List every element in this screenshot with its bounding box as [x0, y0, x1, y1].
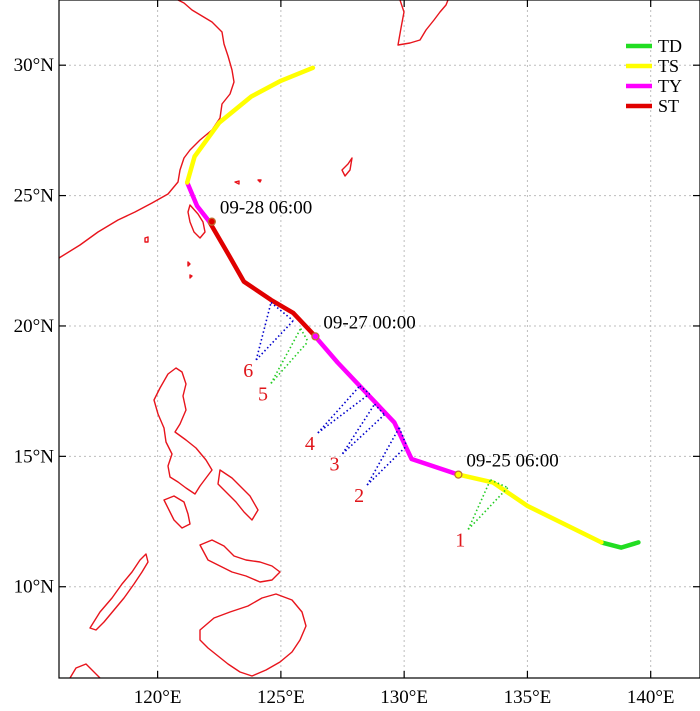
observation-fans: 1 234 56 [243, 301, 509, 551]
time-marker-label: 09-28 06:00 [220, 198, 312, 219]
observation-number: 4 [305, 433, 315, 455]
track-segment-ty [310, 331, 461, 477]
grid-lines [59, 0, 700, 678]
observation-arc [398, 427, 408, 447]
y-tick-label: 25°N [14, 186, 55, 207]
x-tick-label: 135°E [504, 687, 552, 708]
coast-bottom-left [69, 663, 101, 678]
observation-ray [270, 341, 309, 384]
coast-islet-a [234, 180, 240, 185]
y-tick-label: 30°N [14, 55, 55, 76]
plot-frame [58, 0, 700, 679]
observation-ray [366, 445, 408, 486]
coast-mindanao [199, 593, 307, 677]
track-segment-ty [184, 180, 212, 224]
time-marker-dot [454, 470, 463, 479]
coast-ryukyu-island [341, 157, 353, 177]
legend-label-ts: TS [658, 56, 679, 76]
coast-luzon [153, 367, 213, 495]
coast-samar [217, 469, 259, 521]
observation-number: 2 [354, 485, 364, 507]
coast-palawan [89, 553, 149, 631]
axis-ticks: 120°E 125°E 130°E 135°E 140°E 10°N 15°N 20°N 25°… [14, 0, 700, 708]
legend-label-st: ST [658, 96, 679, 116]
observation-arc [490, 479, 509, 489]
track-segment-ts [184, 65, 316, 185]
typhoon-track [184, 65, 641, 550]
observation-arc [299, 328, 309, 343]
y-tick-label: 15°N [14, 446, 55, 467]
observation-ray [366, 427, 400, 486]
legend-label-ty: TY [658, 76, 682, 96]
observation-ray [467, 487, 509, 530]
track-segment-ts [456, 472, 604, 545]
observation-number: 3 [330, 454, 340, 476]
x-tick-label: 140°E [627, 687, 675, 708]
observation-ray [317, 393, 371, 434]
coast-islet-b [257, 179, 262, 183]
x-tick-label: 120°E [134, 687, 182, 708]
track-segment-st [207, 219, 316, 337]
y-tick-label: 20°N [14, 316, 55, 337]
coast-penghu [144, 236, 149, 243]
coast-mindoro [163, 495, 191, 529]
coast-islet-c [187, 261, 193, 279]
time-markers: 09-25 06:00 09-27 00:00 09-28 06:00 [207, 198, 559, 479]
observation-ray [341, 403, 376, 455]
coast-taiwan [187, 204, 206, 239]
time-marker-dot [311, 332, 320, 341]
observation-ray [255, 302, 272, 361]
coast-visayas [199, 539, 281, 583]
time-marker-dot [207, 217, 217, 226]
observation-number: 6 [243, 360, 253, 382]
y-tick-label: 10°N [14, 577, 55, 598]
observation-number: 5 [258, 383, 268, 405]
coast-korea [397, 0, 449, 46]
observation-arc [270, 301, 294, 322]
observation-number: 1 [455, 529, 465, 551]
track-segment-td [599, 540, 641, 550]
x-tick-label: 130°E [380, 687, 428, 708]
time-marker-label: 09-25 06:00 [466, 451, 558, 472]
observation-ray [317, 385, 361, 434]
time-marker-label: 09-27 00:00 [323, 312, 415, 333]
x-tick-label: 125°E [257, 687, 305, 708]
legend-label-td: TD [658, 36, 682, 56]
observation-ray [341, 414, 385, 455]
observation-ray [255, 320, 294, 361]
observation-ray [467, 479, 492, 530]
